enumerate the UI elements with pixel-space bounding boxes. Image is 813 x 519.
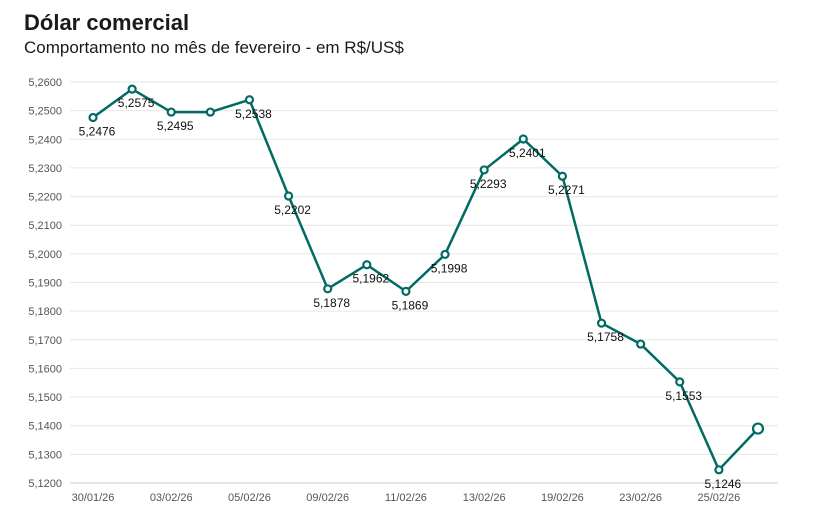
x-tick-label: 13/02/26 xyxy=(463,492,506,504)
x-tick-label: 09/02/26 xyxy=(306,492,349,504)
y-tick-label: 5,2000 xyxy=(28,249,62,261)
data-label: 5,1998 xyxy=(431,261,468,275)
data-label: 5,1962 xyxy=(352,272,389,286)
data-point xyxy=(714,465,724,475)
series-line-layer xyxy=(92,87,759,472)
chart-title: Dólar comercial xyxy=(24,10,190,35)
grid-lines xyxy=(70,81,778,484)
y-tick-label: 5,2200 xyxy=(28,192,62,204)
chart-subtitle: Comportamento no mês de fevereiro - em R… xyxy=(24,38,404,57)
data-point xyxy=(205,107,215,117)
x-tick-label: 30/01/26 xyxy=(72,492,115,504)
y-tick-label: 5,2300 xyxy=(28,163,62,175)
y-tick-label: 5,2600 xyxy=(28,77,62,89)
y-tick-label: 5,1800 xyxy=(28,306,62,318)
y-tick-label: 5,1500 xyxy=(28,392,62,404)
y-tick-label: 5,2500 xyxy=(28,106,62,118)
y-tick-label: 5,2400 xyxy=(28,134,62,146)
data-point xyxy=(440,249,450,260)
x-tick-label: 03/02/26 xyxy=(150,492,193,504)
data-point xyxy=(675,377,685,387)
y-axis-ticks: 5,1200 5,1300 5,1400 5,1500 5,1600 5,1700 5,18… xyxy=(28,77,62,490)
data-label: 5,2401 xyxy=(509,146,546,160)
data-point xyxy=(518,134,528,144)
y-tick-label: 5,1400 xyxy=(28,421,62,433)
y-tick-label: 5,1700 xyxy=(28,335,62,347)
data-point xyxy=(479,165,489,175)
x-tick-label: 23/02/26 xyxy=(619,492,662,504)
data-point xyxy=(244,95,255,105)
data-point xyxy=(127,84,137,94)
data-point xyxy=(283,191,294,201)
data-labels: 5,24765,25755,24955,25385,22025,18785,19… xyxy=(79,96,742,491)
data-point xyxy=(166,107,176,117)
data-label: 5,2202 xyxy=(274,203,311,217)
data-label: 5,2495 xyxy=(157,119,194,133)
x-tick-label: 19/02/26 xyxy=(541,492,584,504)
x-tick-label: 05/02/26 xyxy=(228,492,271,504)
data-point xyxy=(362,260,372,270)
data-point xyxy=(88,112,98,123)
data-label: 5,2575 xyxy=(118,96,155,110)
data-point xyxy=(401,286,411,296)
data-label: 5,1878 xyxy=(313,296,350,310)
data-label: 5,2271 xyxy=(548,183,585,197)
x-tick-label: 11/02/26 xyxy=(385,492,427,504)
data-label: 5,1553 xyxy=(665,389,702,403)
y-tick-label: 5,1300 xyxy=(28,449,62,461)
data-label: 5,1869 xyxy=(392,298,429,312)
y-tick-label: 5,1900 xyxy=(28,278,62,290)
data-label: 5,2293 xyxy=(470,177,507,191)
data-label: 5,2538 xyxy=(235,107,272,121)
y-tick-label: 5,1600 xyxy=(28,363,62,375)
x-axis-ticks: 30/01/26 03/02/26 05/02/26 09/02/26 11/02/26… xyxy=(72,492,741,504)
data-point xyxy=(636,339,646,349)
data-label: 5,2476 xyxy=(79,125,116,139)
data-label: 5,1758 xyxy=(587,330,624,344)
data-point xyxy=(596,318,607,328)
data-label: 5,1246 xyxy=(705,477,742,491)
y-tick-label: 5,2100 xyxy=(28,220,62,232)
y-tick-label: 5,1200 xyxy=(28,478,62,490)
series-line xyxy=(92,87,759,472)
x-tick-label: 25/02/26 xyxy=(697,492,740,504)
data-point xyxy=(557,171,568,181)
data-points xyxy=(88,84,765,475)
data-point xyxy=(751,422,765,435)
data-point xyxy=(323,284,333,294)
